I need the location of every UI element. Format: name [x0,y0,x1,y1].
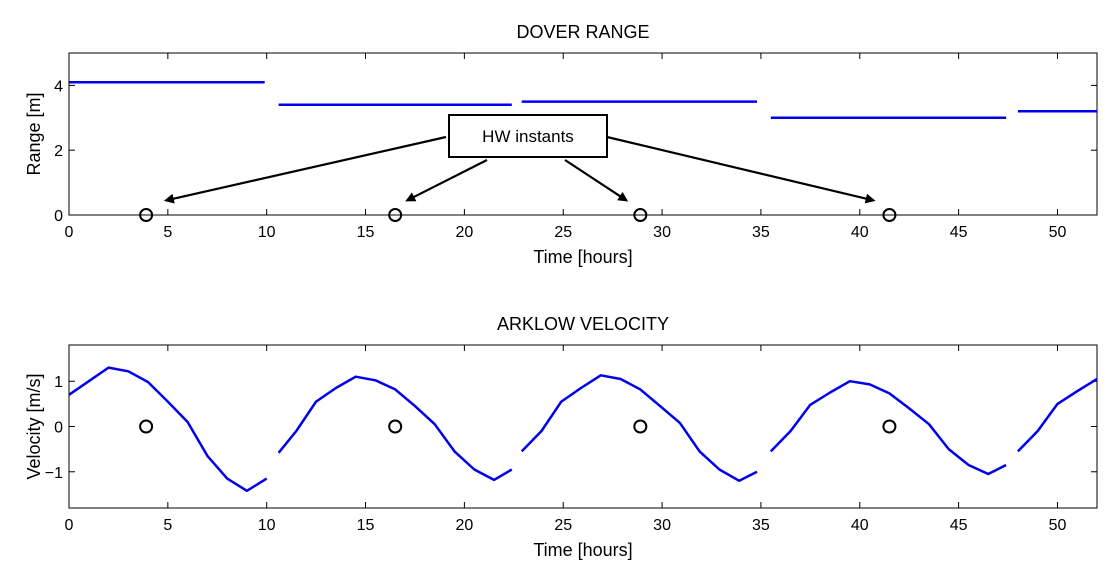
series-segment-5 [1017,377,1098,453]
x-tick-label: 10 [258,224,276,241]
y-tick-label: 2 [54,143,63,160]
y-axis-label: Velocity [m/s] [24,373,44,479]
series-segment-4 [769,379,1007,476]
x-tick-label: 5 [163,517,172,534]
plot-frame [68,52,1098,216]
series-segment-3 [520,374,758,483]
x-tick-label: 35 [752,224,770,241]
hw-marker [388,208,403,222]
y-tick-label: 0 [54,208,63,225]
x-tick-label: 25 [554,517,572,534]
x-tick-label: 35 [752,517,770,534]
x-tick-label: 30 [653,517,671,534]
hw-marker [388,419,403,434]
hw-marker [139,208,154,222]
hw-marker [882,208,897,222]
x-tick-label: 50 [1049,517,1067,534]
chart-2: ARKLOW VELOCITY 0 5 10 15 20 25 30 35 40 45 50 −1 0 1 T… [24,314,1098,560]
annotation-arrow [405,159,488,202]
x-tick-label: 10 [258,517,276,534]
x-tick-label: 50 [1049,224,1067,241]
x-tick-label: 25 [554,224,572,241]
y-tick-label: 4 [54,78,63,95]
x-tick-label: 0 [65,517,74,534]
x-tick-label: 20 [455,517,473,534]
x-tick-label: 0 [65,224,74,241]
hw-marker [633,419,648,434]
x-axis-label: Time [hours] [533,247,632,267]
hw-marker [139,419,154,434]
x-axis-label: Time [hours] [533,540,632,560]
series-segment-2 [277,375,513,482]
annotation-arrow [163,135,447,204]
x-tick-label: 45 [950,224,968,241]
x-tick-label: 40 [851,224,869,241]
chart-title: ARKLOW VELOCITY [497,314,669,334]
x-tick-label: 30 [653,224,671,241]
annotation-label: HW instants [482,127,574,146]
hw-marker [882,419,897,434]
chart-title: DOVER RANGE [516,22,649,42]
annotation-arrow [606,135,876,204]
y-tick-label: 0 [54,420,63,437]
chart-1: DOVER RANGE 0 5 10 15 20 25 30 35 40 45 50 0 2 4 Time [… [24,22,1098,267]
annotation-box [448,114,608,158]
y-axis-label: Range [m] [24,92,44,175]
x-tick-label: 45 [950,517,968,534]
plot-frame [68,344,1098,509]
x-tick-label: 5 [163,224,172,241]
y-tick-label: −1 [45,465,63,482]
x-tick-label: 20 [455,224,473,241]
x-tick-label: 15 [357,517,375,534]
series-segment-1 [68,366,268,493]
annotation-arrow [564,159,629,202]
x-tick-label: 15 [357,224,375,241]
x-tick-label: 40 [851,517,869,534]
hw-marker [633,208,648,222]
y-tick-label: 1 [54,374,63,391]
